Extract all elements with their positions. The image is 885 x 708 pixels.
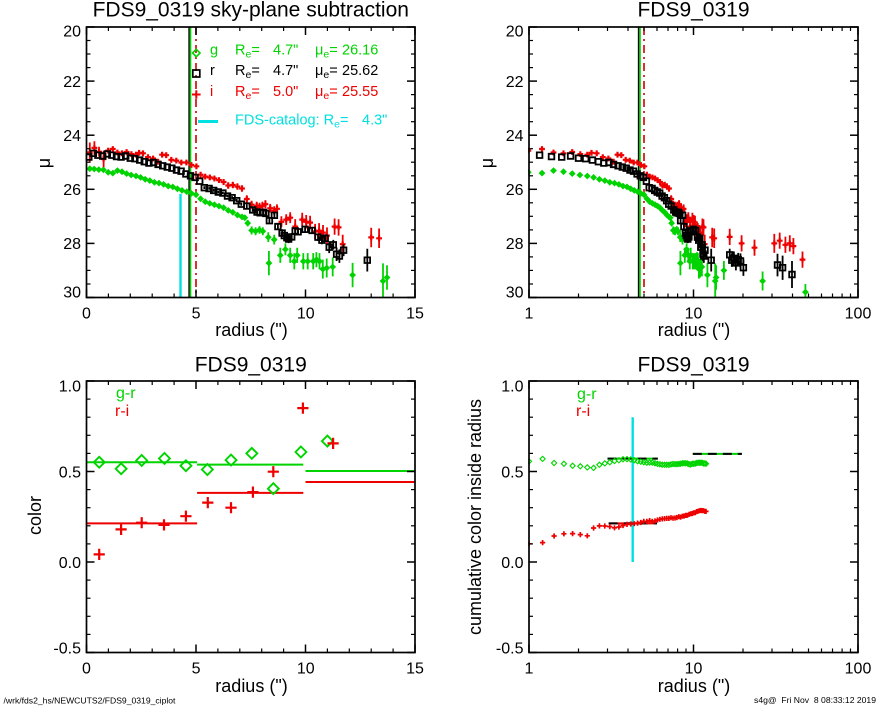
svg-text:0.0: 0.0 bbox=[59, 555, 81, 572]
svg-text:radius ("): radius (") bbox=[658, 320, 730, 340]
svg-text:g-r: g-r bbox=[577, 386, 597, 403]
svg-text:cumulative color inside radius: cumulative color inside radius bbox=[465, 399, 485, 635]
svg-text:0.5: 0.5 bbox=[501, 464, 523, 481]
svg-text:0.5: 0.5 bbox=[59, 464, 81, 481]
svg-text:s4g@ Fri Nov 8 08:33:12 2019: s4g@ Fri Nov 8 08:33:12 2019 bbox=[754, 695, 876, 705]
svg-text:FDS9_0319: FDS9_0319 bbox=[637, 354, 749, 377]
svg-text:30: 30 bbox=[506, 284, 524, 301]
svg-text:100: 100 bbox=[845, 661, 872, 678]
svg-text:color: color bbox=[25, 496, 45, 535]
svg-text:1.0: 1.0 bbox=[501, 378, 523, 395]
svg-text:26: 26 bbox=[63, 182, 81, 199]
svg-text:0.0: 0.0 bbox=[501, 555, 523, 572]
svg-text:FDS9_0319: FDS9_0319 bbox=[195, 354, 307, 377]
svg-text:r-i: r-i bbox=[576, 403, 590, 420]
svg-text:10: 10 bbox=[685, 306, 703, 323]
svg-text:1: 1 bbox=[525, 306, 534, 323]
svg-text:28: 28 bbox=[506, 236, 524, 253]
svg-text:15: 15 bbox=[406, 661, 424, 678]
svg-text:5: 5 bbox=[192, 306, 201, 323]
svg-text:5: 5 bbox=[192, 661, 201, 678]
svg-text:FDS9_0319 sky-plane subtractio: FDS9_0319 sky-plane subtraction bbox=[93, 0, 409, 22]
svg-text:26: 26 bbox=[506, 182, 524, 199]
svg-text:22: 22 bbox=[63, 74, 81, 91]
svg-text:radius ("): radius (") bbox=[215, 320, 287, 340]
svg-text:1: 1 bbox=[525, 661, 534, 678]
svg-text:radius ("): radius (") bbox=[658, 676, 730, 696]
svg-text:μ: μ bbox=[34, 158, 54, 168]
svg-text:0: 0 bbox=[82, 661, 91, 678]
svg-text:i: i bbox=[210, 84, 213, 100]
svg-text:g: g bbox=[210, 42, 218, 58]
svg-text:FDS9_0319: FDS9_0319 bbox=[637, 0, 749, 22]
svg-text:10: 10 bbox=[685, 661, 703, 678]
svg-text:22: 22 bbox=[506, 74, 524, 91]
svg-text:r: r bbox=[210, 63, 215, 79]
svg-text:24: 24 bbox=[506, 128, 524, 145]
svg-text:15: 15 bbox=[406, 306, 424, 323]
svg-text:10: 10 bbox=[297, 661, 315, 678]
svg-text:1.0: 1.0 bbox=[59, 378, 81, 395]
svg-text:g-r: g-r bbox=[116, 385, 136, 402]
svg-text:μ: μ bbox=[477, 158, 497, 168]
svg-text:-0.5: -0.5 bbox=[53, 640, 81, 657]
svg-text:28: 28 bbox=[63, 236, 81, 253]
svg-text:20: 20 bbox=[63, 24, 81, 41]
svg-text:24: 24 bbox=[63, 128, 81, 145]
svg-text:-0.5: -0.5 bbox=[496, 640, 524, 657]
svg-text:10: 10 bbox=[297, 306, 315, 323]
svg-text:/wrk/fds2_hs/NEWCUTS2/FDS9_031: /wrk/fds2_hs/NEWCUTS2/FDS9_0319_ciplot bbox=[4, 696, 177, 706]
svg-text:r-i: r-i bbox=[115, 403, 129, 420]
svg-text:0: 0 bbox=[82, 306, 91, 323]
svg-text:30: 30 bbox=[63, 284, 81, 301]
svg-text:FDS-catalog: Re=4.3": FDS-catalog: Re= 4.3" bbox=[235, 113, 387, 131]
svg-text:radius ("): radius (") bbox=[215, 676, 287, 696]
svg-text:20: 20 bbox=[506, 24, 524, 41]
svg-text:100: 100 bbox=[845, 306, 872, 323]
